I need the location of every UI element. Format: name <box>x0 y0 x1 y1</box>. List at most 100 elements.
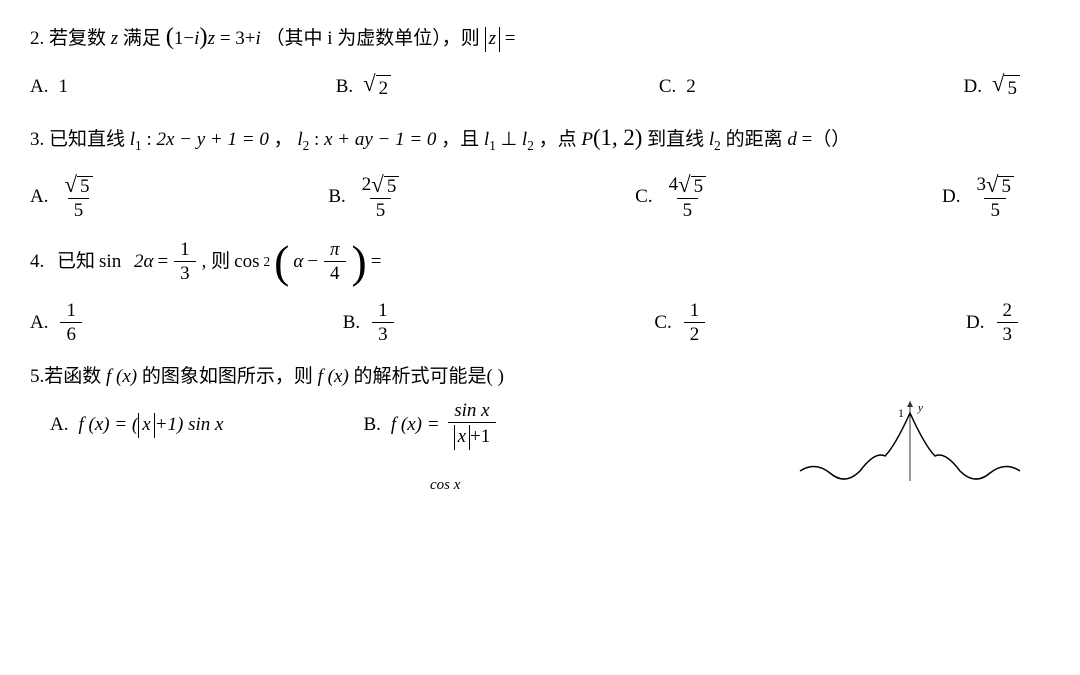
q5-options: A. f (x) = (x+1) sin x B. f (x) = sin x … <box>30 401 790 450</box>
q5-opt-a[interactable]: A. f (x) = (x+1) sin x <box>50 401 223 450</box>
q3-coords: (1, 2) <box>593 125 642 150</box>
q2-opt-b[interactable]: B. √2 <box>336 73 391 103</box>
q2-opt-d[interactable]: D. √5 <box>963 73 1020 103</box>
q3-eq2: x + ay − 1 = 0 <box>324 129 436 150</box>
q3-and: ，且 <box>441 129 479 150</box>
pi: π <box>326 240 344 261</box>
q2-z: z <box>111 28 118 49</box>
q2-eqtail: = <box>505 28 516 49</box>
q4-text: 4. 已知 sin 2α = 1 3 , 则 cos2 ( α − π 4 ) … <box>30 240 1050 283</box>
fraction: 3√5 5 <box>972 174 1018 221</box>
numerator: 1 <box>374 301 392 322</box>
q4-number: 4. <box>30 249 44 276</box>
denominator: 5 <box>68 198 90 220</box>
q3-opt-c[interactable]: C. 4√5 5 <box>635 174 712 221</box>
one-label: 1 <box>898 406 904 420</box>
denominator: 6 <box>60 322 82 344</box>
q3-opt-b[interactable]: B. 2√5 5 <box>328 174 405 221</box>
colon: : <box>314 129 319 150</box>
eq: = <box>157 249 168 276</box>
q3-prefix: 已知直线 <box>49 129 125 150</box>
y-label: y <box>917 402 923 414</box>
fraction: sin x x+1 <box>448 401 497 450</box>
q3-P: P <box>581 129 593 150</box>
q3-d: d <box>787 129 797 150</box>
lparen-icon: ( <box>274 244 289 280</box>
opt-label: A. <box>30 184 48 211</box>
numerator: 1 <box>176 240 194 261</box>
fraction: 1 3 <box>174 240 196 283</box>
sub: 1 <box>135 138 142 153</box>
numerator: 1 <box>62 301 80 322</box>
abs-x: x <box>454 425 470 450</box>
radicand: 5 <box>691 176 707 196</box>
q3-dist: 的距离 <box>726 129 783 150</box>
opt-label: A. <box>50 412 68 439</box>
q2-lparen: ( <box>166 23 174 50</box>
denominator: 5 <box>984 198 1006 220</box>
q3-opt-a[interactable]: A. √5 5 <box>30 174 99 221</box>
q3-to: 到直线 <box>647 129 704 150</box>
q4-opt-a[interactable]: A. 16 <box>30 301 84 344</box>
fraction: 16 <box>60 301 82 344</box>
fraction: 23 <box>997 301 1019 344</box>
colon: : <box>146 129 151 150</box>
arrow-icon <box>907 401 913 407</box>
denominator: 2 <box>684 322 706 344</box>
q2-options: A. 1 B. √2 C. 2 D. √5 <box>30 73 1050 103</box>
plus1: +1 <box>470 426 490 447</box>
q2-opt-a[interactable]: A. 1 <box>30 73 68 103</box>
opt-label: C. <box>635 184 652 211</box>
radicand: 5 <box>384 176 400 196</box>
opt-label: B. <box>343 310 360 337</box>
denominator: 5 <box>370 198 392 220</box>
q3-text: 3. 已知直线 l1 : 2x − y + 1 = 0 ， l2 : x + a… <box>30 122 1050 155</box>
opt-value: 1 <box>58 74 68 101</box>
denominator: 3 <box>997 322 1019 344</box>
fraction: 12 <box>684 301 706 344</box>
q5-fx: f (x) <box>106 366 137 387</box>
radicand: 2 <box>376 75 392 103</box>
opt-label: A. <box>30 310 48 337</box>
question-3: 3. 已知直线 l1 : 2x − y + 1 = 0 ， l2 : x + a… <box>30 122 1050 220</box>
q5-opt-b[interactable]: B. f (x) = sin x x+1 <box>363 401 498 450</box>
q5-t1: 若函数 <box>44 366 101 387</box>
q2-prefix: 若复数 <box>49 28 106 49</box>
q4-opt-c[interactable]: C. 12 <box>654 301 707 344</box>
radicand: 5 <box>998 176 1014 196</box>
q4-prefix: 已知 <box>57 249 95 276</box>
denominator: 3 <box>174 261 196 283</box>
sub: 2 <box>714 138 721 153</box>
question-2: 2. 若复数 z 满足 (1−i)z = 3+i （其中 i 为虚数单位），则 … <box>30 20 1050 102</box>
minus: − <box>307 249 318 276</box>
q5-fx2: f (x) <box>318 366 349 387</box>
numerator: 2 <box>999 301 1017 322</box>
fx-eq: f (x) = <box>391 412 440 439</box>
q2-satisfy: 满足 <box>123 28 161 49</box>
rparen-icon: ) <box>352 244 367 280</box>
q2-opt-c[interactable]: C. 2 <box>659 73 696 103</box>
opt-label: C. <box>659 74 676 101</box>
q5-end: 的解析式可能是( ) <box>354 366 504 387</box>
q3-eq1: 2x − y + 1 = 0 <box>156 129 268 150</box>
q2-minus: − <box>183 28 194 49</box>
q3-opt-d[interactable]: D. 3√5 5 <box>942 174 1020 221</box>
q4-opt-d[interactable]: D. 23 <box>966 301 1020 344</box>
question-4: 4. 已知 sin 2α = 1 3 , 则 cos2 ( α − π 4 ) … <box>30 240 1050 344</box>
q2-number: 2. <box>30 28 44 49</box>
abs-x: x <box>138 413 154 438</box>
eq-tail: = <box>371 249 382 276</box>
alpha: α <box>293 249 303 276</box>
q4-opt-b[interactable]: B. 13 <box>343 301 396 344</box>
denominator: 5 <box>677 198 699 220</box>
sqrt-icon: √5 <box>992 73 1020 103</box>
cos: cos <box>234 249 259 276</box>
q4-then: , 则 <box>202 249 231 276</box>
opt-label: D. <box>966 310 984 337</box>
q4-options: A. 16 B. 13 C. 12 D. 23 <box>30 301 1050 344</box>
q2-abs: z <box>485 27 500 52</box>
q5-row: A. f (x) = (x+1) sin x B. f (x) = sin x … <box>30 401 1050 481</box>
q5-mid: 的图象如图所示，则 <box>142 366 313 387</box>
q3-point: ，点 <box>539 129 577 150</box>
opt-label: C. <box>654 310 671 337</box>
